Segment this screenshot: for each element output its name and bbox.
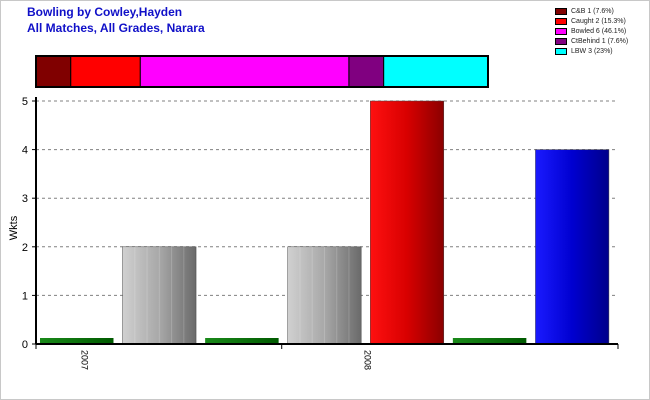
y-tick-label: 4 <box>22 145 28 157</box>
y-tick-label: 3 <box>22 193 28 205</box>
y-tick-label: 1 <box>22 290 28 302</box>
legend-label: Bowled 6 (46.1%) <box>571 27 627 35</box>
y-tick-label: 5 <box>22 96 28 108</box>
legend-swatch <box>555 7 567 15</box>
x-tick-label: 2007 <box>79 350 89 370</box>
legend-label: C&B 1 (7.6%) <box>571 7 614 15</box>
legend-swatch <box>555 47 567 55</box>
stacked-bar-border <box>35 55 489 88</box>
legend-item: Caught 2 (15.3%) <box>555 16 628 26</box>
bar <box>452 338 527 343</box>
bar <box>122 246 197 345</box>
y-tick-label: 0 <box>22 339 28 351</box>
y-axis-label: Wkts <box>8 215 20 240</box>
chart-title: Bowling by Cowley,Hayden All Matches, Al… <box>27 4 205 36</box>
legend-label: Caught 2 (15.3%) <box>571 17 626 25</box>
legend-swatch <box>555 37 567 45</box>
y-tick-label: 2 <box>22 242 28 254</box>
legend-swatch <box>555 27 567 35</box>
bar <box>535 149 610 345</box>
stacked-bar <box>35 55 489 88</box>
stacked-segment <box>35 55 72 88</box>
legend-item: C&B 1 (7.6%) <box>555 6 628 16</box>
bars <box>40 100 610 345</box>
bar <box>40 338 114 343</box>
stacked-segment <box>139 55 350 88</box>
legend-label: LBW 3 (23%) <box>571 47 613 55</box>
chart-title-line2: All Matches, All Grades, Narara <box>27 21 205 35</box>
stacked-segment <box>383 55 489 88</box>
axes: 0 1 2 3 4 5 2007 2008 <box>22 96 619 370</box>
stacked-segment <box>70 55 141 88</box>
legend-label: CtBehind 1 (7.6%) <box>571 37 629 45</box>
bar <box>370 100 445 345</box>
legend: C&B 1 (7.6%) Caught 2 (15.3%) Bowled 6 (… <box>555 6 628 56</box>
legend-item: Bowled 6 (46.1%) <box>555 26 628 36</box>
chart-title-line1: Bowling by Cowley,Hayden <box>27 5 183 19</box>
legend-item: CtBehind 1 (7.6%) <box>555 36 628 46</box>
stacked-segment <box>348 55 385 88</box>
x-tick-label: 2008 <box>362 350 372 370</box>
bar <box>287 246 362 345</box>
legend-swatch <box>555 17 567 25</box>
bar <box>205 338 279 343</box>
legend-item: LBW 3 (23%) <box>555 46 628 56</box>
